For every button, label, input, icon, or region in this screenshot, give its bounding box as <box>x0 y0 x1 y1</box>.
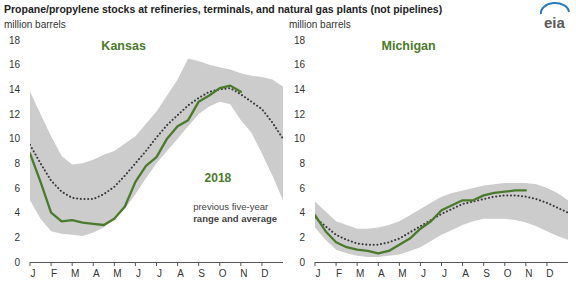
panel: million barrels 0 2 4 6 8 10 12 14 16 18 J F M A M J J A S O… <box>289 19 568 279</box>
title: Propane/propylene stocks at refineries, … <box>4 3 442 15</box>
x-tick-label: J <box>157 268 162 279</box>
x-tick-label: J <box>421 268 426 279</box>
y-tick-label: 0 <box>14 257 20 268</box>
x-tick <box>72 262 73 266</box>
panel-title: Michigan <box>382 39 436 53</box>
x-tick <box>135 262 136 266</box>
x-tick <box>357 262 358 266</box>
x-tick <box>483 262 484 266</box>
y-tick-label: 10 <box>294 133 306 144</box>
y-tick-label: 0 <box>299 257 305 268</box>
x-tick <box>462 262 463 266</box>
x-tick-label: J <box>442 268 447 279</box>
y-tick-label: 8 <box>299 158 305 169</box>
y-tick-label: 10 <box>9 133 21 144</box>
annotation: 2018 <box>205 171 232 185</box>
y-tick-label: 12 <box>294 109 306 120</box>
x-tick-label: M <box>71 268 79 279</box>
y-tick-label: 6 <box>299 183 305 194</box>
x-tick-label: M <box>398 268 406 279</box>
x-tick-label: O <box>504 268 512 279</box>
y-tick-label: 4 <box>14 207 20 218</box>
panel: million barrels 0 2 4 6 8 10 12 14 16 18 J F M A M J J A S O… <box>4 19 283 279</box>
logo-text: eia <box>544 14 566 31</box>
y-tick-label: 12 <box>9 109 21 120</box>
x-tick-label: A <box>177 268 184 279</box>
plot-area <box>315 183 568 257</box>
x-tick-label: S <box>198 268 205 279</box>
x-tick-label: O <box>219 268 227 279</box>
x-tick <box>546 262 547 266</box>
x-tick-label: A <box>378 268 385 279</box>
range-band <box>315 183 568 257</box>
x-tick <box>219 262 220 266</box>
x-tick-label: A <box>462 268 469 279</box>
x-tick <box>378 262 379 266</box>
x-tick-label: F <box>336 268 342 279</box>
x-tick <box>441 262 442 266</box>
x-tick <box>420 262 421 266</box>
x-tick <box>315 262 316 266</box>
y-tick-label: 14 <box>294 84 306 95</box>
logo: eia <box>541 3 569 31</box>
x-tick <box>30 262 31 266</box>
y-tick-label: 6 <box>14 183 20 194</box>
x-tick <box>336 262 337 266</box>
y-axis-label: million barrels <box>4 19 66 30</box>
y-tick-label: 18 <box>9 35 21 46</box>
x-tick-label: M <box>113 268 121 279</box>
x-tick <box>114 262 115 266</box>
x-tick <box>93 262 94 266</box>
average-line <box>315 195 568 244</box>
x-tick-label: M <box>356 268 364 279</box>
x-tick-label: F <box>51 268 57 279</box>
line-2018 <box>315 190 526 253</box>
y-tick-label: 18 <box>294 35 306 46</box>
x-tick <box>261 262 262 266</box>
x-tick-label: J <box>316 268 321 279</box>
y-tick-label: 16 <box>9 59 21 70</box>
plot-area <box>30 59 283 237</box>
y-tick-label: 14 <box>9 84 21 95</box>
x-tick <box>240 262 241 266</box>
x-tick <box>156 262 157 266</box>
x-tick-label: D <box>546 268 553 279</box>
average-line <box>30 88 283 199</box>
logo-arc <box>541 3 569 14</box>
y-tick-label: 16 <box>294 59 306 70</box>
x-tick <box>504 262 505 266</box>
x-tick <box>399 262 400 266</box>
x-tick <box>525 262 526 266</box>
x-tick-label: N <box>525 268 532 279</box>
y-tick-label: 4 <box>299 207 305 218</box>
x-tick <box>198 262 199 266</box>
annotation: previous five-year <box>193 201 268 212</box>
range-band <box>30 59 283 237</box>
chart-root: Propane/propylene stocks at refineries, … <box>0 0 576 287</box>
x-tick <box>177 262 178 266</box>
panel-title: Kansas <box>101 39 146 53</box>
y-tick-label: 2 <box>299 232 305 243</box>
x-tick-label: D <box>261 268 268 279</box>
x-tick-label: S <box>483 268 490 279</box>
y-tick-label: 2 <box>14 232 20 243</box>
y-tick-label: 8 <box>14 158 20 169</box>
x-tick-label: J <box>136 268 141 279</box>
annotation: range and average <box>193 213 277 224</box>
x-tick <box>51 262 52 266</box>
x-tick-label: A <box>93 268 100 279</box>
y-axis-label: million barrels <box>289 19 351 30</box>
x-tick-label: J <box>31 268 36 279</box>
x-tick-label: N <box>240 268 247 279</box>
